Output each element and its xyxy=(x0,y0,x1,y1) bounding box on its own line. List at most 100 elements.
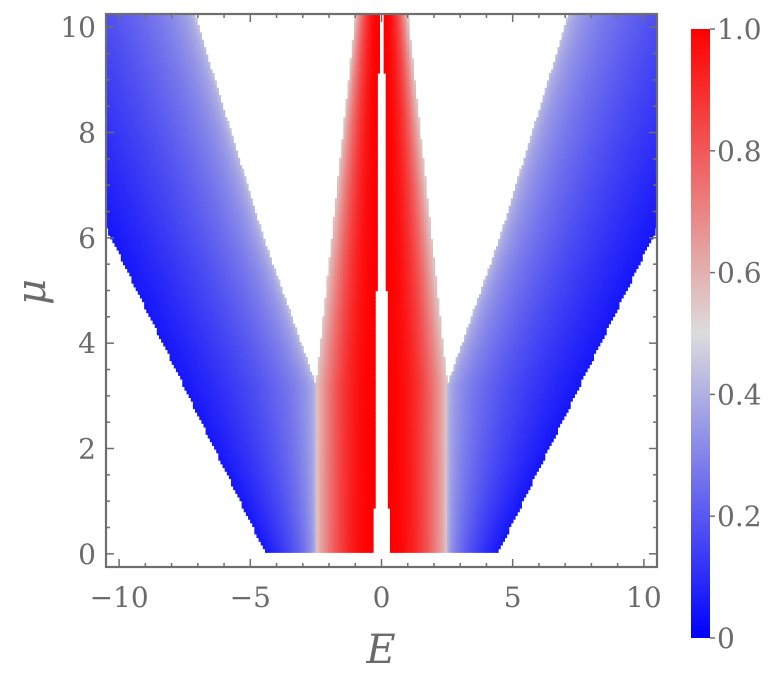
heatmap-cell xyxy=(515,441,518,446)
heatmap-cell xyxy=(275,460,279,465)
heatmap-cell xyxy=(495,456,499,461)
heatmap-cell xyxy=(512,478,516,483)
heatmap-cell xyxy=(428,437,431,443)
heatmap-cell xyxy=(455,533,459,539)
heatmap-cell xyxy=(254,434,258,439)
heatmap-cell xyxy=(326,522,330,528)
heatmap-cell xyxy=(247,474,251,480)
heatmap-cell xyxy=(426,471,429,476)
heatmap-cell xyxy=(311,541,315,546)
heatmap-cell xyxy=(493,526,497,531)
heatmap-cell xyxy=(485,504,489,509)
heatmap-cell xyxy=(483,441,486,446)
heatmap-cell xyxy=(387,456,391,461)
heatmap-cell xyxy=(506,508,510,513)
heatmap-cell xyxy=(472,441,476,446)
heatmap-cell xyxy=(483,463,486,469)
heatmap-cell xyxy=(364,537,368,542)
heatmap-cell xyxy=(320,452,323,457)
heatmap-cell xyxy=(368,430,372,435)
heatmap-cell xyxy=(271,485,275,491)
heatmap-cell xyxy=(510,493,514,498)
heatmap-cell xyxy=(438,467,442,472)
heatmap-cell xyxy=(264,426,268,432)
heatmap-cell xyxy=(326,493,330,498)
heatmap-cell xyxy=(347,460,351,465)
heatmap-cell xyxy=(396,548,400,553)
heatmap-cell xyxy=(447,474,450,480)
heatmap-cell xyxy=(426,482,429,487)
heatmap-cell xyxy=(349,449,353,454)
heatmap-cell xyxy=(320,474,323,480)
heatmap-cell xyxy=(341,430,344,435)
heatmap-cell xyxy=(290,496,294,502)
heatmap-cell xyxy=(337,533,340,539)
heatmap-cell xyxy=(474,467,478,472)
heatmap-cell xyxy=(300,478,304,483)
heatmap-cell xyxy=(419,474,423,480)
heatmap-cell xyxy=(264,519,268,524)
heatmap-cell xyxy=(269,441,272,446)
heatmap-cell xyxy=(222,449,226,454)
heatmap-cell xyxy=(250,430,253,435)
heatmap-cell xyxy=(320,430,323,435)
heatmap-cell xyxy=(317,437,321,443)
heatmap-cell xyxy=(218,434,222,439)
heatmap-cell xyxy=(462,533,465,539)
heatmap-cell xyxy=(349,548,353,553)
heatmap-cell xyxy=(370,437,374,443)
heatmap-cell xyxy=(457,485,461,491)
heatmap-cell xyxy=(345,460,349,465)
heatmap-cell xyxy=(326,449,330,454)
heatmap-cell xyxy=(353,449,357,454)
heatmap-cell xyxy=(303,434,306,439)
heatmap-cell xyxy=(483,482,486,487)
heatmap-cell xyxy=(324,504,327,509)
heatmap-cell xyxy=(330,456,334,461)
heatmap-cell xyxy=(288,463,291,469)
heatmap-cell xyxy=(442,437,446,443)
heatmap-cell xyxy=(440,533,444,539)
heatmap-cell xyxy=(296,430,300,435)
heatmap-cell xyxy=(273,463,277,469)
heatmap-cell xyxy=(538,463,542,469)
heatmap-cell xyxy=(502,526,506,531)
heatmap-cell xyxy=(493,430,497,435)
heatmap-cell xyxy=(288,449,291,454)
heatmap-cell xyxy=(256,533,260,539)
heatmap-cell xyxy=(351,515,355,520)
heatmap-cell xyxy=(292,449,296,454)
heatmap-cell xyxy=(264,474,268,480)
heatmap-cell xyxy=(504,445,508,450)
heatmap-cell xyxy=(504,434,508,439)
heatmap-cell xyxy=(341,533,344,539)
heatmap-cell xyxy=(389,456,393,461)
heatmap-cell xyxy=(339,482,342,487)
heatmap-cell xyxy=(495,449,499,454)
heatmap-cell xyxy=(233,430,236,435)
heatmap-cell xyxy=(459,441,463,446)
heatmap-cell xyxy=(508,452,512,457)
heatmap-cell xyxy=(347,515,351,520)
heatmap-cell xyxy=(540,441,544,446)
heatmap-cell xyxy=(237,467,241,472)
heatmap-cell xyxy=(267,530,270,535)
heatmap-cell xyxy=(523,434,527,439)
heatmap-cell xyxy=(455,493,459,498)
heatmap-cell xyxy=(360,456,364,461)
heatmap-cell xyxy=(519,456,522,461)
heatmap-cell xyxy=(300,474,304,480)
heatmap-cell xyxy=(392,463,395,469)
heatmap-cell xyxy=(404,434,408,439)
heatmap-cell xyxy=(286,474,289,480)
heatmap-cell xyxy=(510,463,514,469)
heatmap-cell xyxy=(489,504,493,509)
heatmap-cell xyxy=(296,482,300,487)
heatmap-cell xyxy=(449,467,453,472)
heatmap-cell xyxy=(466,493,469,498)
heatmap-cell xyxy=(438,434,442,439)
heatmap-cell xyxy=(356,441,359,446)
heatmap-cell xyxy=(517,489,520,494)
heatmap-cell xyxy=(468,489,472,494)
heatmap-cell xyxy=(394,522,397,528)
